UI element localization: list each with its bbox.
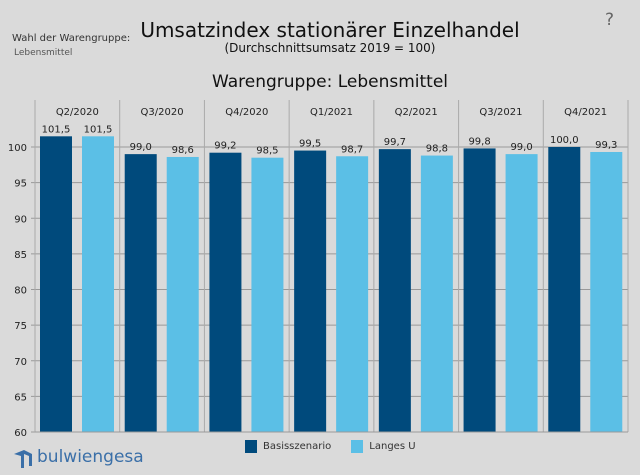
data-label: 98,7	[341, 144, 363, 155]
bar-langes-u	[590, 151, 623, 433]
chart-title: Warengruppe: Lebensmittel	[211, 72, 449, 92]
category-label: Q4/2020	[225, 107, 268, 118]
data-label: 99,0	[510, 142, 532, 153]
legend-label-basis: Basisszenario	[263, 441, 332, 452]
bar-langes-u	[82, 136, 114, 432]
y-tick-label: 65	[14, 392, 27, 403]
bar-basis	[40, 136, 72, 432]
logo-icon	[14, 450, 32, 468]
page-subtitle: (Durchschnittsumsatz 2019 = 100)	[224, 41, 436, 55]
y-tick-label: 95	[14, 179, 27, 190]
category-label: Q4/2021	[564, 107, 607, 118]
legend: Basisszenario Langes U	[245, 440, 416, 453]
page-title: Umsatzindex stationärer Einzelhandel	[140, 18, 520, 42]
bar-basis	[209, 152, 242, 432]
bar-langes-u	[336, 156, 369, 432]
y-tick-label: 60	[14, 428, 27, 439]
data-label: 98,5	[256, 146, 278, 157]
bar-basis	[294, 150, 327, 432]
bar-basis	[548, 147, 581, 432]
selector-label: Wahl der Warengruppe:	[12, 33, 131, 44]
data-label: 101,5	[84, 124, 113, 135]
category-label: Q1/2021	[310, 107, 353, 118]
data-label: 99,8	[468, 136, 490, 147]
bar-basis	[378, 149, 411, 432]
bar-basis	[124, 154, 157, 432]
data-label: 99,7	[384, 137, 406, 148]
category-label: Q2/2021	[395, 107, 438, 118]
data-label: 101,5	[42, 124, 71, 135]
legend-swatch-langes-u	[351, 440, 364, 453]
brand-name: bulwiengesa	[37, 447, 144, 467]
y-tick-label: 75	[14, 321, 27, 332]
y-tick-label: 90	[14, 214, 27, 225]
data-label: 98,6	[172, 145, 194, 156]
bar-langes-u	[166, 156, 199, 432]
data-label: 100,0	[550, 135, 579, 146]
data-label: 99,2	[214, 141, 236, 152]
category-label: Q3/2020	[141, 107, 184, 118]
legend-swatch-basis	[245, 440, 257, 453]
y-tick-label: 100	[8, 143, 27, 154]
data-label: 99,5	[299, 139, 321, 150]
category-label: Q2/2020	[56, 107, 99, 118]
bar-basis	[463, 148, 496, 433]
data-label: 99,0	[130, 142, 152, 153]
data-label: 99,3	[595, 140, 617, 151]
selector-dropdown[interactable]: Lebensmittel	[14, 48, 73, 58]
brand-logo: bulwiengesa	[12, 446, 144, 468]
help-icon[interactable]: ?	[605, 10, 615, 30]
category-label: Q3/2021	[479, 107, 522, 118]
bar-langes-u	[505, 154, 538, 432]
bar-langes-u	[420, 155, 453, 433]
y-tick-label: 70	[14, 357, 27, 368]
y-tick-label: 85	[14, 250, 27, 261]
y-tick-label: 80	[14, 286, 27, 297]
data-label: 98,8	[426, 144, 448, 155]
bar-langes-u	[251, 157, 284, 432]
legend-label-langes-u: Langes U	[369, 441, 416, 452]
